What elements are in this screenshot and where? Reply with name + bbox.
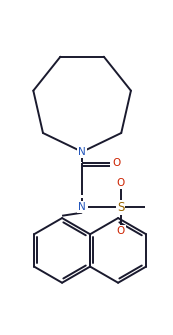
Text: O: O [116, 226, 125, 236]
Text: O: O [113, 158, 121, 169]
Text: N: N [78, 147, 86, 157]
Text: N: N [78, 202, 86, 212]
Text: S: S [117, 201, 124, 214]
Text: O: O [116, 179, 125, 188]
